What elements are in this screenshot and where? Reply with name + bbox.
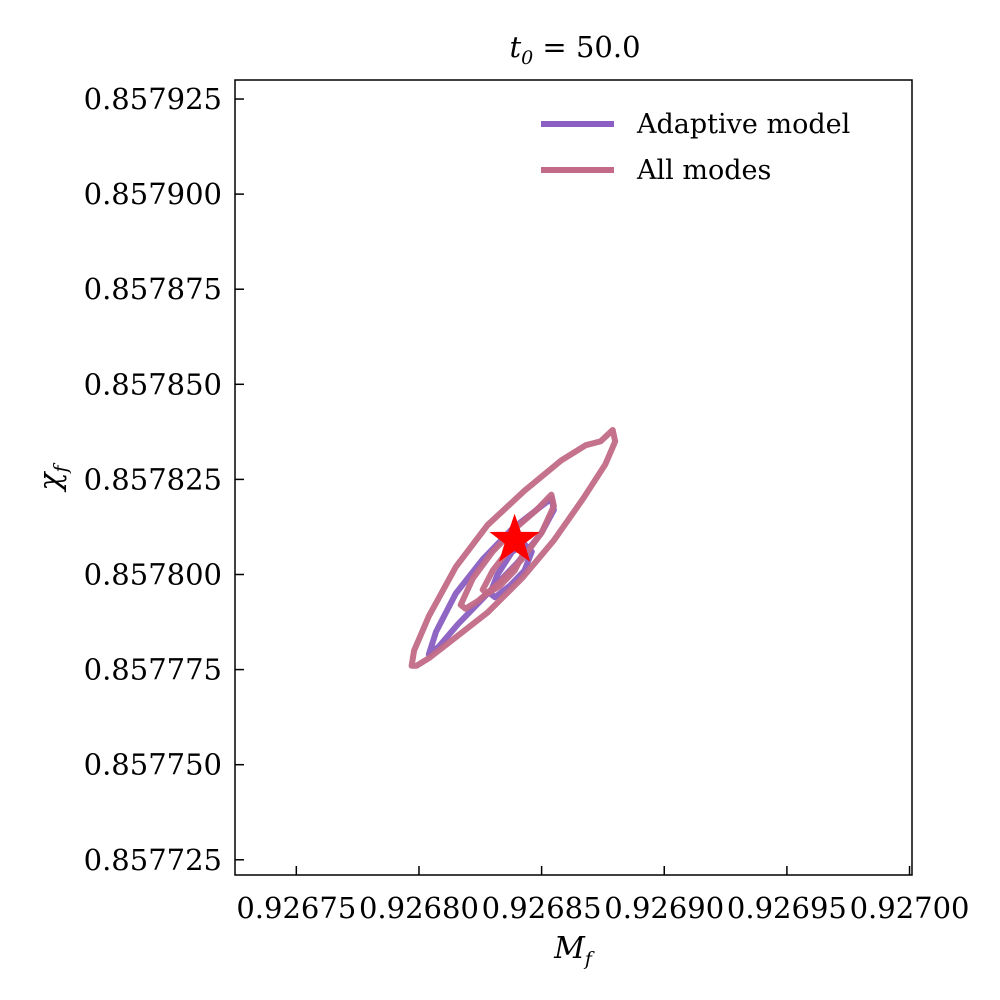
y-tick-label: 0.857825 [84,462,222,496]
x-tick-label: 0.92700 [850,891,970,925]
y-tick-label: 0.857925 [84,82,222,116]
legend-label-adaptive-model: Adaptive model [636,109,850,140]
y-tick-label: 0.857725 [84,843,222,877]
x-tick-label: 0.92680 [359,891,479,925]
y-axis: 0.857725 0.857750 0.857775 0.857800 0.857825… [84,82,244,877]
x-axis-title-var: M [553,931,586,966]
contour-adaptive-model-1 [487,541,535,601]
x-tick-label: 0.92675 [236,891,356,925]
x-axis: 0.92675 0.92680 0.92685 0.92690 0.92695 0.927… [236,866,970,925]
chart-title-sub: 0 [521,47,533,69]
x-tick-label: 0.92695 [727,891,847,925]
y-tick-label: 0.857900 [84,177,222,211]
legend: Adaptive model All modes [541,109,850,186]
y-tick-label: 0.857850 [84,367,222,401]
contour-all-modes-1 [457,491,557,612]
legend-label-all-modes: All modes [636,155,771,186]
chart-title: t0 = 50.0 [509,30,640,69]
x-axis-title: Mf [553,931,595,970]
y-axis-title-var: χ [33,471,68,493]
y-tick-label: 0.857775 [84,653,222,687]
y-tick-label: 0.857750 [84,748,222,782]
plot-frame [234,79,913,876]
x-tick-label: 0.92690 [604,891,724,925]
chart-title-rest: = 50.0 [533,30,640,64]
y-axis-title: χf [33,462,72,492]
plot-area [408,427,619,669]
contour-all-modes-0 [408,427,619,669]
y-axis-title-sub: f [50,462,72,474]
x-tick-label: 0.92685 [482,891,602,925]
x-axis-title-sub: f [583,948,595,970]
chart-title-var: t [509,30,521,64]
star-marker [489,513,540,562]
y-tick-label: 0.857875 [84,272,222,306]
y-tick-label: 0.857800 [84,557,222,591]
